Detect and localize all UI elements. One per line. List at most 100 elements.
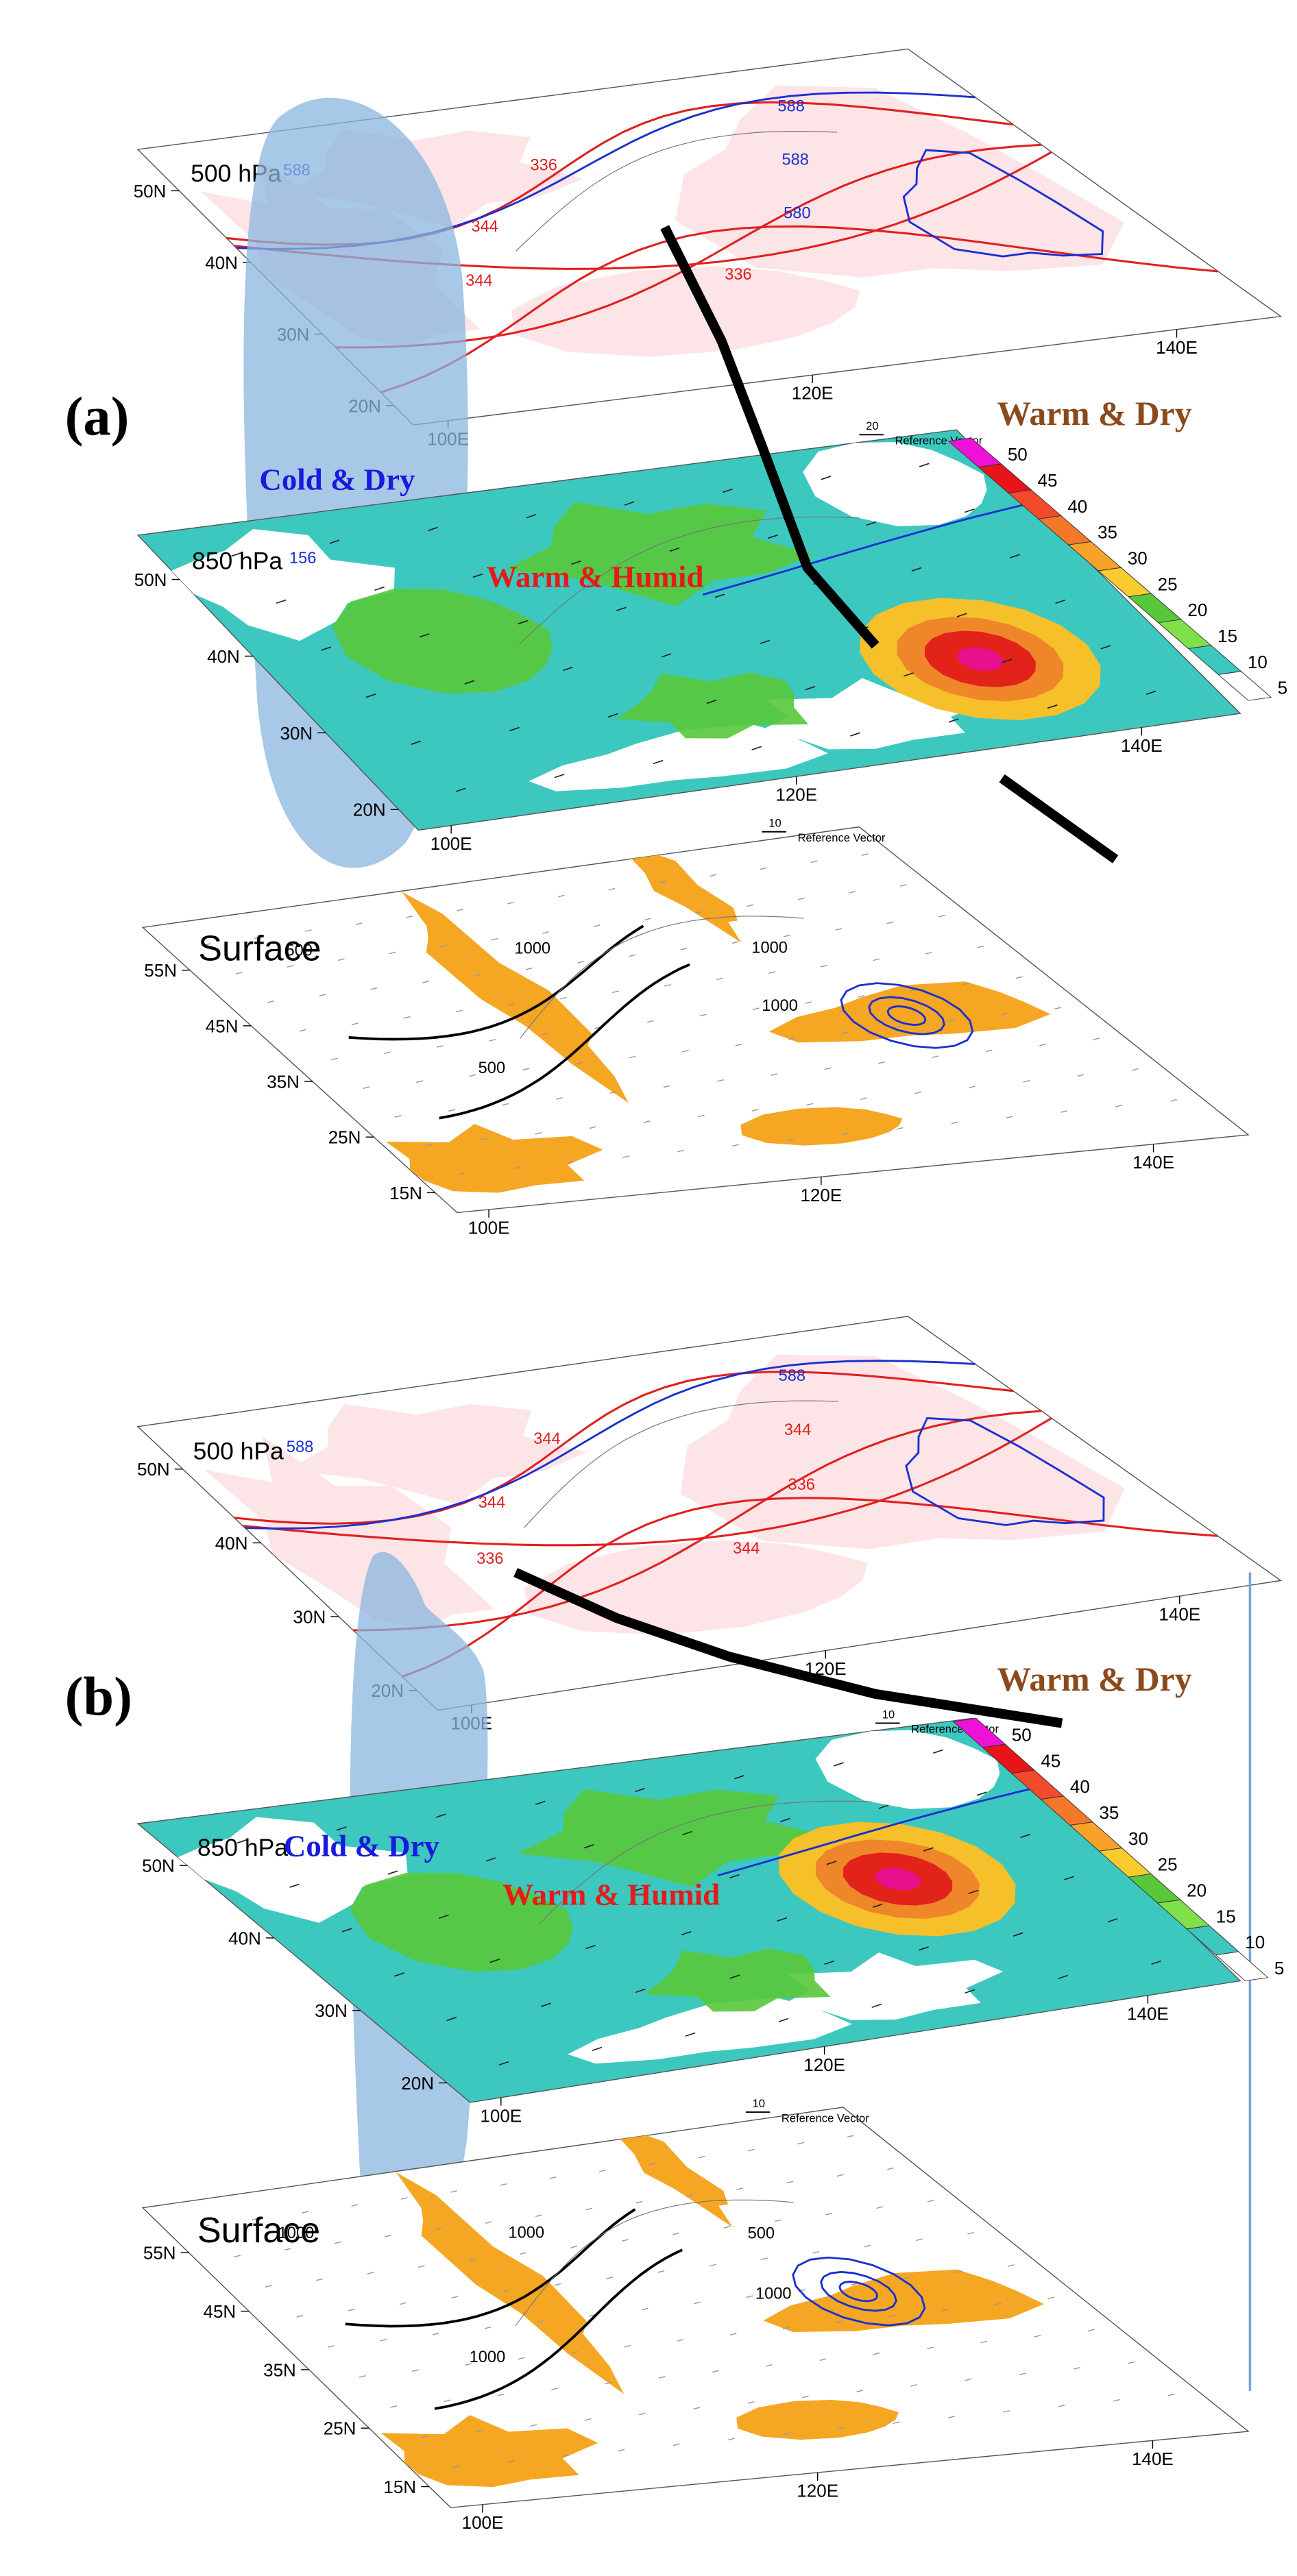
coastline [520,916,804,1039]
wind-arrow [706,699,717,704]
wind-arrow [872,1903,883,1908]
wind-arrow [439,944,447,948]
wind-arrow [729,1974,740,1979]
shading [529,724,828,792]
contour [886,1005,927,1027]
wind-arrow [417,2265,425,2268]
lat-label: 30N [280,723,313,744]
contour [905,1416,1105,1526]
wind-arrow [787,1138,794,1142]
wind-arrow [947,1019,955,1022]
wind-arrow [389,951,396,955]
typhoon [875,1867,921,1891]
wind-arrow [370,987,378,990]
wind-arrow [838,2427,845,2430]
wind-arrow [760,867,767,870]
wind-arrow [896,1127,904,1130]
wind-arrow [635,1988,646,1994]
wind-arrow [927,2346,934,2349]
coastline [515,2199,794,2327]
wind-arrow [886,921,894,924]
wind-arrow [669,547,680,552]
wind-arrow [729,1874,740,1879]
wind-arrow [450,2190,457,2193]
wind-arrow [336,1826,347,1831]
wind-arrow [394,1972,404,1977]
wind-arrow [962,982,970,985]
wind-arrow [969,1085,976,1089]
wind-arrow [1064,1876,1074,1880]
lon-label: 120E [792,383,834,404]
wind-arrow [968,1889,979,1894]
wind-arrow [747,2401,755,2404]
contour [838,2281,879,2303]
wind-arrow [774,2219,781,2222]
wind-arrow [284,2248,291,2251]
wind-arrow [647,1020,654,1023]
wind-arrow [365,694,376,698]
wind-arrow [394,1115,402,1118]
trough-line [513,1568,1063,1728]
wind-arrow [871,2003,882,2009]
wind-arrow [876,2206,884,2209]
wind-arrow [1002,659,1013,663]
wind-arrow [489,1959,500,1963]
wind-arrow [204,943,211,946]
wind-arrow [509,726,520,732]
wind-arrow [956,613,967,617]
wind-arrow [390,2405,398,2408]
wind-arrow [657,2270,665,2273]
wind-arrow [658,2376,666,2379]
wind-arrow [491,937,498,941]
wind-arrow [955,2270,962,2273]
shading [518,1789,827,1887]
colorbar-cell [1215,1951,1269,1982]
wind-arrow [502,1103,509,1106]
wind-arrow [797,2142,805,2145]
wind-arrow [1001,1013,1008,1016]
colorbar-label: 40 [1070,1776,1090,1797]
map-layer [141,826,1250,1214]
lon-label: 140E [1121,735,1163,756]
wind-arrow [302,2211,308,2214]
wind-arrow [555,1097,563,1100]
lon-label: 140E [1132,1152,1174,1173]
wind-arrow [644,918,651,921]
contour [402,1497,1218,1678]
wind-arrow [967,2232,975,2235]
wind-arrow [400,2197,408,2200]
contour-label: 1000 [514,940,550,958]
lat-label: 40N [215,1533,248,1554]
contour-label: 1000 [278,2224,315,2242]
wind-arrow [826,1861,837,1865]
annotation-cold-dry: Cold & Dry [259,463,415,497]
shading [616,672,809,739]
wind-arrow [821,964,828,968]
wind-arrow [694,2301,701,2305]
shading [803,441,987,526]
wind-arrow [624,501,635,506]
wind-arrow [464,680,475,685]
typhoon [957,647,1004,671]
contour-label: 336 [531,157,557,175]
wind-arrow [1168,2393,1175,2396]
wind-arrow [810,860,818,863]
wind-arrow [878,1804,889,1809]
wind-arrow [664,984,671,987]
wind-arrow [888,2314,896,2318]
wind-arrow [428,526,438,532]
wind-arrow [653,759,664,765]
wind-arrow [784,934,791,937]
reference-label: Reference Vector [781,2111,869,2124]
wind-arrow [363,1086,370,1090]
wind-arrow [254,936,261,939]
trough-line [999,774,1119,863]
wind-arrow [608,887,616,891]
wind-arrow [841,1133,849,1136]
wind-arrow [948,2416,955,2418]
wind-arrow [412,2369,419,2372]
wind-arrow [932,1055,939,1058]
wind-arrow [873,958,880,961]
wind-arrow [426,1143,434,1146]
contour-label: 344 [533,1430,560,1448]
